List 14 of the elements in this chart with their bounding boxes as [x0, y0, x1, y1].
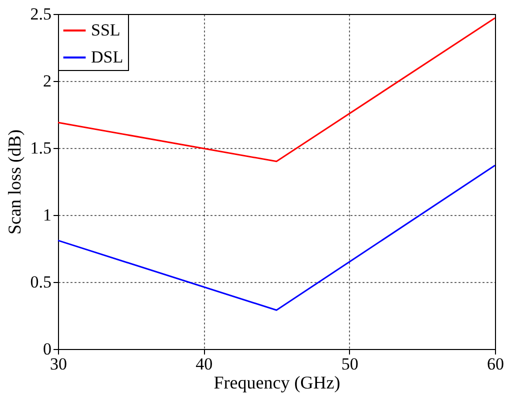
legend-label: SSL: [91, 20, 120, 40]
x-tick-label: 50: [341, 354, 358, 374]
x-tick-label: 60: [487, 354, 504, 374]
y-axis-title: Scan loss (dB): [4, 130, 24, 234]
y-tick-label: 0: [43, 340, 52, 358]
x-tick-label: 30: [50, 354, 67, 374]
y-tick-label: 0.5: [30, 272, 52, 292]
y-tick-label: 1.5: [30, 138, 52, 158]
y-tick-label: 2.5: [30, 4, 52, 24]
x-tick-label: 40: [196, 354, 213, 374]
y-tick-label: 2: [43, 72, 52, 90]
y-tick-label: 1: [43, 206, 52, 224]
x-axis-title: Frequency (GHz): [214, 372, 340, 392]
legend-label: DSL: [91, 48, 124, 66]
